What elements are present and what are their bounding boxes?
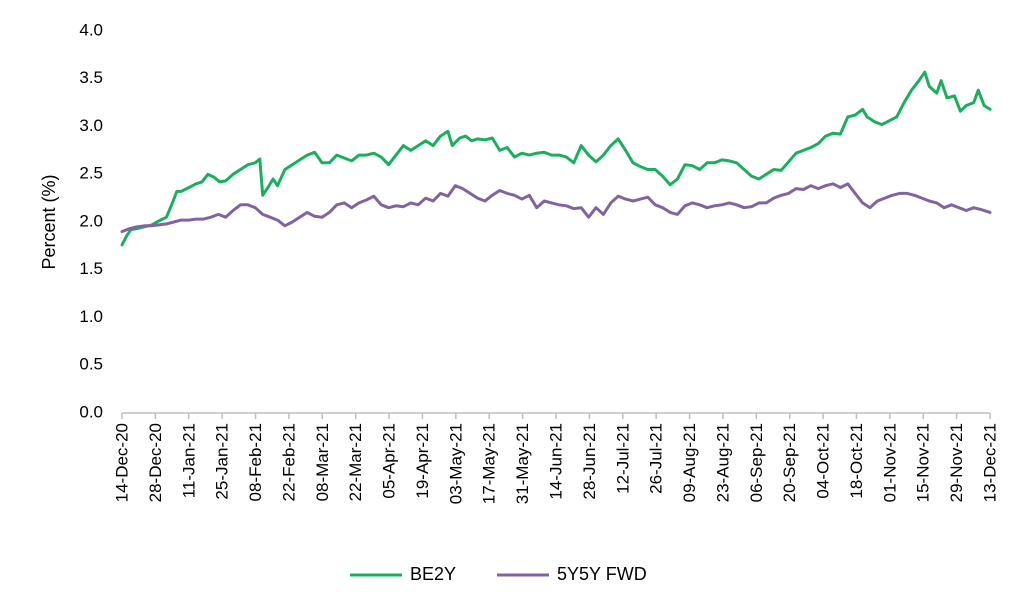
x-tick-label: 22-Feb-21 bbox=[279, 423, 298, 501]
x-tick-label: 20-Sep-21 bbox=[780, 423, 799, 502]
x-tick-label: 09-Aug-21 bbox=[680, 423, 699, 502]
y-tick-label: 0.5 bbox=[79, 355, 103, 374]
x-tick-label: 01-Nov-21 bbox=[880, 423, 899, 502]
y-axis-ticks: 0.0 0.5 1.0 1.5 2.0 2.5 3.0 3.5 4.0 bbox=[79, 20, 103, 421]
x-tick-label: 06-Sep-21 bbox=[747, 423, 766, 502]
x-tick-label: 31-May-21 bbox=[513, 423, 532, 504]
series-line-5y5y-fwd bbox=[120, 182, 992, 234]
x-tick-label: 11-Jan-21 bbox=[179, 423, 198, 498]
y-axis-label: Percent (%) bbox=[39, 174, 59, 269]
x-tick-label: 05-Apr-21 bbox=[380, 423, 399, 499]
x-tick-label: 23-Aug-21 bbox=[713, 423, 732, 502]
y-tick-label: 1.5 bbox=[79, 259, 103, 278]
series-layer bbox=[120, 70, 992, 247]
x-tick-label: 08-Feb-21 bbox=[246, 423, 265, 501]
series-line-be2y bbox=[120, 70, 992, 247]
x-tick-label: 14-Jun-21 bbox=[546, 423, 565, 500]
y-tick-label: 0.0 bbox=[79, 402, 103, 421]
x-tick-label: 26-Jul-21 bbox=[647, 423, 666, 494]
x-tick-label: 08-Mar-21 bbox=[313, 423, 332, 501]
legend: BE2Y 5Y5Y FWD bbox=[350, 564, 647, 584]
y-tick-label: 4.0 bbox=[79, 20, 103, 39]
x-tick-label: 12-Jul-21 bbox=[613, 423, 632, 494]
x-axis-ticks: 14-Dec-20 28-Dec-20 11-Jan-21 25-Jan-21 08-F… bbox=[112, 413, 999, 504]
x-tick-label: 14-Dec-20 bbox=[112, 423, 131, 502]
x-tick-label: 17-May-21 bbox=[480, 423, 499, 504]
x-tick-label: 13-Dec-21 bbox=[980, 423, 999, 502]
x-tick-label: 28-Dec-20 bbox=[146, 423, 165, 502]
y-tick-label: 1.0 bbox=[79, 307, 103, 326]
y-tick-label: 2.0 bbox=[79, 211, 103, 230]
legend-label: 5Y5Y FWD bbox=[557, 564, 647, 584]
y-tick-label: 3.5 bbox=[79, 68, 103, 87]
x-tick-label: 03-May-21 bbox=[446, 423, 465, 504]
x-tick-label: 19-Apr-21 bbox=[413, 423, 432, 499]
y-tick-label: 2.5 bbox=[79, 164, 103, 183]
x-tick-label: 15-Nov-21 bbox=[914, 423, 933, 502]
x-tick-label: 28-Jun-21 bbox=[580, 423, 599, 500]
x-tick-label: 29-Nov-21 bbox=[947, 423, 966, 502]
y-tick-label: 3.0 bbox=[79, 116, 103, 135]
legend-label: BE2Y bbox=[410, 564, 456, 584]
x-tick-label: 22-Mar-21 bbox=[346, 423, 365, 501]
x-tick-label: 25-Jan-21 bbox=[213, 423, 232, 500]
x-tick-label: 18-Oct-21 bbox=[847, 423, 866, 499]
x-tick-label: 04-Oct-21 bbox=[814, 423, 833, 499]
